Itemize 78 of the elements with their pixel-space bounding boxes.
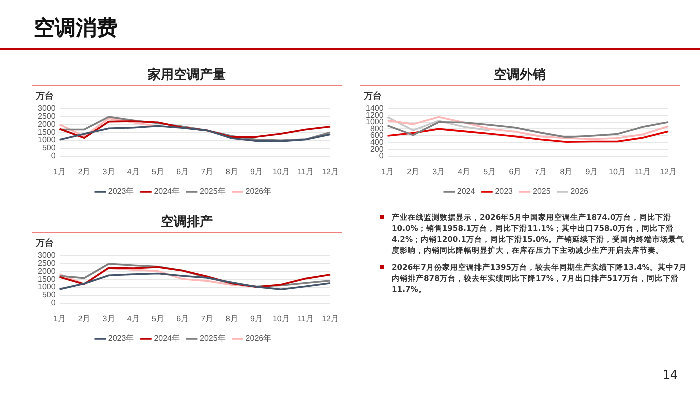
- x-tick-label: 8月: [560, 167, 573, 176]
- x-tick-label: 3月: [102, 167, 116, 176]
- legend-label: 2024年: [154, 187, 180, 196]
- x-tick-label: 12月: [322, 167, 340, 176]
- y-tick-label: 0: [51, 152, 56, 161]
- x-tick-label: 7月: [201, 167, 214, 176]
- x-tick-label: 5月: [484, 167, 496, 176]
- y-tick-label: 1400: [366, 104, 384, 114]
- x-tick-label: 5月: [152, 167, 164, 176]
- legend-label: 2023年: [108, 334, 134, 344]
- x-tick-label: 3月: [432, 167, 446, 176]
- y-tick-label: 2000: [38, 266, 56, 276]
- x-tick-label: 10月: [272, 314, 290, 324]
- legend-label: 2025: [533, 187, 552, 196]
- x-tick-label: 4月: [458, 167, 471, 176]
- y-tick-label: 3000: [38, 251, 56, 260]
- y-tick-label: 2500: [38, 112, 56, 121]
- x-tick-label: 11月: [298, 167, 314, 176]
- x-tick-label: 9月: [586, 167, 598, 176]
- chart-title: 空调排产: [32, 213, 342, 233]
- y-tick-label: 400: [370, 138, 384, 148]
- x-tick-label: 10月: [272, 167, 290, 176]
- legend-label: 2026年: [246, 187, 272, 196]
- x-tick-label: 3月: [102, 314, 116, 324]
- y-tick-label: 1000: [366, 118, 384, 127]
- legend-label: 2023: [495, 187, 514, 196]
- y-tick-label: 0: [51, 298, 56, 308]
- x-tick-label: 9月: [250, 314, 263, 324]
- y-tick-label: 0: [379, 152, 384, 161]
- y-tick-label: 1000: [38, 136, 56, 145]
- x-tick-label: 2月: [78, 167, 91, 176]
- x-tick-label: 11月: [298, 314, 314, 324]
- x-tick-label: 9月: [250, 167, 263, 176]
- x-tick-label: 12月: [660, 167, 678, 176]
- x-tick-label: 12月: [322, 314, 340, 324]
- y-tick-label: 2000: [38, 120, 56, 129]
- legend-label: 2024: [457, 187, 476, 196]
- x-tick-label: 6月: [176, 314, 190, 324]
- legend-label: 2026: [570, 187, 590, 196]
- x-tick-label: 6月: [509, 167, 522, 176]
- legend-label: 2025年: [200, 334, 226, 344]
- y-tick-label: 600: [370, 131, 384, 140]
- text: 14: [662, 368, 678, 382]
- x-tick-label: 7月: [534, 167, 548, 176]
- x-tick-label: 8月: [226, 167, 238, 176]
- legend-label: 2025年: [200, 187, 226, 196]
- x-tick-label: 4月: [127, 167, 140, 176]
- x-tick-label: 7月: [201, 314, 214, 324]
- y-tick-label: 2500: [38, 258, 56, 268]
- x-tick-label: 6月: [176, 167, 190, 176]
- x-tick-label: 4月: [127, 314, 140, 324]
- y-tick-label: 1500: [38, 128, 56, 137]
- legend-label: 2024年: [154, 334, 180, 344]
- x-tick-label: 1月: [54, 314, 66, 324]
- y-tick-label: 1200: [366, 110, 384, 120]
- x-tick-label: 10月: [609, 167, 626, 176]
- x-tick-label: 1月: [382, 167, 394, 176]
- x-tick-label: 5月: [152, 314, 164, 324]
- y-tick-label: 500: [42, 144, 56, 153]
- y-tick-label: 500: [42, 290, 56, 300]
- y-tick-label: 1500: [38, 274, 56, 284]
- x-tick-label: 1月: [54, 167, 66, 176]
- y-tick-label: 200: [370, 144, 384, 154]
- x-tick-label: 8月: [226, 314, 238, 324]
- y-axis-title: 万台: [36, 90, 54, 103]
- chart-title: 家用空调产量: [32, 66, 342, 86]
- y-tick-label: 1000: [38, 282, 56, 292]
- y-tick-label: 800: [370, 124, 384, 134]
- y-axis-title: 万台: [364, 90, 382, 103]
- y-axis-title: 万台: [36, 237, 54, 250]
- chart-title: 空调外销: [360, 66, 680, 86]
- x-tick-label: 2月: [78, 314, 91, 324]
- legend-label: 2023年: [108, 187, 134, 196]
- x-tick-label: 11月: [634, 167, 652, 176]
- y-tick-label: 3000: [38, 104, 56, 114]
- text: 空调消费: [34, 15, 118, 42]
- x-tick-label: 2月: [407, 167, 420, 176]
- legend-label: 2026年: [246, 334, 272, 344]
